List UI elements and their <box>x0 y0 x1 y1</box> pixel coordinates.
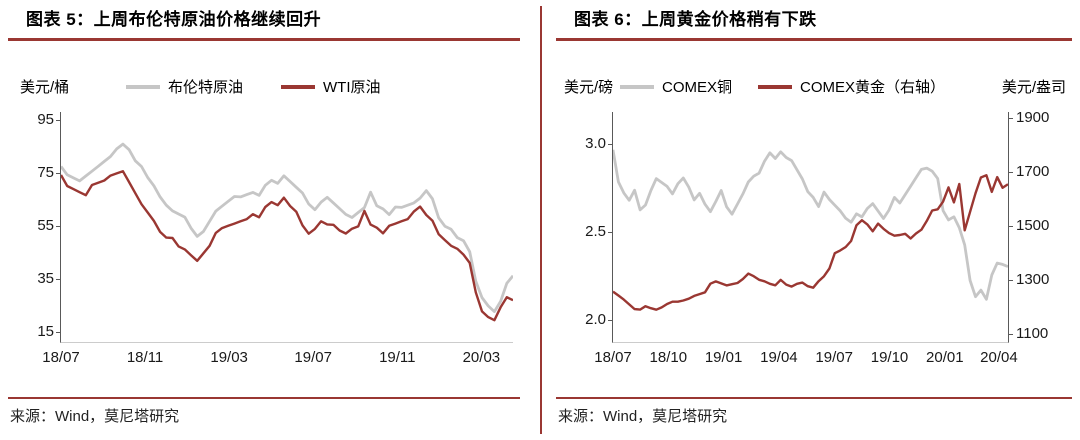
title-rule <box>8 38 520 41</box>
chart-legend: COMEX铜 COMEX黄金（右轴） <box>620 76 945 97</box>
copper-gold-line-chart <box>613 149 1008 311</box>
chart-panel-gold: 图表 6：上周黄金价格稍有下跌 美元/磅 COMEX铜 COMEX黄金（右轴） … <box>556 6 1072 440</box>
x-tick-label: 19/03 <box>210 349 248 366</box>
y-tick-label: 15 <box>37 323 54 340</box>
x-tick-label: 19/07 <box>294 349 332 366</box>
y-tick-label: 95 <box>37 111 54 128</box>
y-tick-label: 3.0 <box>585 135 606 152</box>
source-note: 来源：Wind，莫尼塔研究 <box>558 408 728 425</box>
x-tick-label: 19/01 <box>704 349 743 366</box>
legend-label-copper: COMEX铜 <box>662 79 733 96</box>
y-tick-mark <box>608 320 613 321</box>
chart-legend: 布伦特原油 WTI原油 <box>126 76 381 97</box>
x-tick-label: 18/07 <box>594 349 632 366</box>
series-line-1 <box>613 174 1008 311</box>
footer-rule <box>8 397 520 399</box>
legend-item-gold: COMEX黄金（右轴） <box>758 76 945 97</box>
y-tick-mark <box>56 332 61 333</box>
panel-divider <box>540 6 542 434</box>
y-tick-label: 75 <box>37 164 54 181</box>
chart-title-gold: 图表 6：上周黄金价格稍有下跌 <box>574 10 817 29</box>
x-tick-label: 18/10 <box>649 349 688 366</box>
y-tick-label: 1700 <box>1016 163 1050 180</box>
legend-swatch-copper <box>620 84 654 89</box>
legend-item-brent: 布伦特原油 <box>126 76 243 97</box>
x-tick-label: 19/11 <box>379 349 416 366</box>
legend-label-wti: WTI原油 <box>323 79 381 96</box>
y-axis-unit-label-left: 美元/磅 <box>564 79 614 96</box>
x-tick-label: 19/10 <box>870 349 909 366</box>
y-tick-mark <box>56 226 61 227</box>
source-note: 来源：Wind，莫尼塔研究 <box>10 408 180 425</box>
series-line-1 <box>61 170 513 322</box>
y-tick-mark <box>56 173 61 174</box>
x-tick-label: 18/11 <box>126 349 164 366</box>
x-tick-label: 20/04 <box>980 349 1018 366</box>
legend-swatch-wti <box>281 84 316 89</box>
legend-item-wti: WTI原油 <box>281 76 381 97</box>
copper-gold-plot: 3.0 2.5 2.0 1900 1700 1500 1300 1100 18/07 18/10 1… <box>585 109 1049 366</box>
y-tick-label: 1900 <box>1016 109 1050 126</box>
y-axis-unit-label: 美元/桶 <box>20 79 70 96</box>
y-tick-mark <box>56 120 61 121</box>
oil-price-plot: 95 75 55 35 15 18/07 18/11 19/03 19/07 19/11 20/03 <box>37 111 513 366</box>
y-tick-mark <box>56 279 61 280</box>
footer-rule <box>556 397 1072 399</box>
oil-line-chart <box>61 142 513 322</box>
y-tick-mark <box>1008 280 1013 281</box>
legend-label-gold: COMEX黄金（右轴） <box>800 79 946 96</box>
y-tick-mark <box>608 232 613 233</box>
y-axis-unit-label-right: 美元/盎司 <box>1001 79 1066 96</box>
series-line-0 <box>61 142 513 314</box>
x-tick-label: 20/01 <box>926 349 964 366</box>
x-tick-label: 20/03 <box>462 349 501 366</box>
y-tick-mark <box>608 144 613 145</box>
y-tick-label: 2.5 <box>585 223 606 240</box>
legend-item-copper: COMEX铜 <box>620 76 732 97</box>
series-line-0 <box>613 149 1008 301</box>
x-tick-label: 19/04 <box>760 349 798 366</box>
legend-swatch-brent <box>126 84 160 89</box>
x-tick-label: 19/07 <box>815 349 853 366</box>
y-tick-label: 55 <box>37 217 54 234</box>
y-tick-mark <box>1008 172 1013 173</box>
title-rule <box>556 38 1072 41</box>
legend-swatch-gold <box>758 84 793 89</box>
y-tick-label: 1300 <box>1016 271 1050 288</box>
y-tick-mark <box>1008 118 1013 119</box>
y-tick-mark <box>1008 226 1013 227</box>
y-tick-label: 1100 <box>1016 325 1049 342</box>
y-tick-mark <box>1008 334 1013 335</box>
y-tick-label: 2.0 <box>585 311 606 328</box>
y-tick-label: 35 <box>37 270 54 287</box>
x-tick-label: 18/07 <box>42 349 80 366</box>
y-tick-label: 1500 <box>1016 217 1050 234</box>
chart-panel-oil: 图表 5：上周布伦特原油价格继续回升 美元/桶 布伦特原油 WTI原油 95 75… <box>8 6 520 440</box>
legend-label-brent: 布伦特原油 <box>168 79 244 96</box>
chart-title-oil: 图表 5：上周布伦特原油价格继续回升 <box>26 10 322 29</box>
